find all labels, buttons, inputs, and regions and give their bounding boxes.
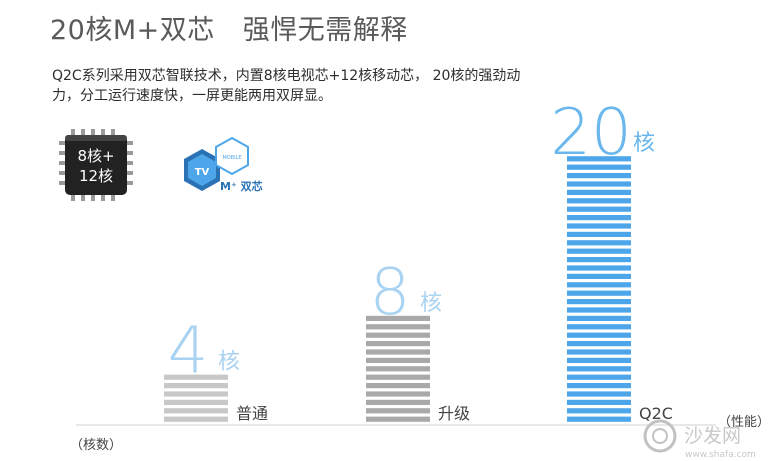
bar-stripe — [567, 383, 631, 389]
watermark-url: www.shafa.com — [685, 450, 756, 460]
bar-stripe — [366, 366, 430, 372]
m-plus-label: M⁺ 双芯 — [220, 180, 263, 193]
bar-stripe — [567, 324, 631, 330]
category-label: Q2C — [639, 404, 673, 423]
bar-stripe — [567, 366, 631, 372]
bar-stripe — [567, 189, 631, 195]
bar-stripe — [366, 341, 430, 347]
bar-unit-label: 核 — [420, 291, 442, 316]
bar-stripe — [567, 332, 631, 338]
bar-stripe — [567, 240, 631, 246]
bar-2 — [366, 315, 430, 422]
bar-stripe — [366, 349, 430, 355]
bar-stripe — [567, 215, 631, 221]
bar-stripe — [164, 408, 228, 414]
bar-stripe — [567, 357, 631, 363]
description-text: Q2C系列采用双芯智联技术，内置8核电视芯+12核移动芯， 20核的强劲动力，分… — [52, 68, 521, 104]
bar-stripe — [567, 408, 631, 414]
bar-unit-label: 核 — [218, 350, 240, 375]
bar-stripe — [567, 307, 631, 313]
bar-stripe — [366, 324, 430, 330]
bar-stripe — [164, 399, 228, 405]
bar-3 — [567, 156, 631, 422]
bar-stripe — [567, 248, 631, 254]
headline-subtitle: 强悍无需解释 — [242, 15, 408, 46]
bar-stripe — [366, 408, 430, 414]
bar-stripe — [366, 399, 430, 405]
bar-stripe — [567, 341, 631, 347]
bar-stripe — [567, 198, 631, 204]
bar-unit-label: 核 — [633, 131, 655, 156]
bar-stripe — [366, 315, 430, 321]
bar-stripe — [366, 391, 430, 397]
bar-stripe — [567, 290, 631, 296]
bar-stripe — [567, 399, 631, 405]
headline-title: 20核M+双芯 — [50, 15, 215, 46]
watermark-text: 沙发网 — [684, 425, 741, 447]
m-plus-tv-text: TV — [195, 167, 210, 178]
watermark: 沙发网 www.shafa.com — [643, 419, 756, 460]
bar-stripe — [567, 282, 631, 288]
bar-stripe — [567, 315, 631, 321]
bar-stripe — [567, 181, 631, 187]
bar-stripe — [366, 357, 430, 363]
bar-1 — [164, 374, 228, 422]
bar-stripe — [567, 265, 631, 271]
watermark-logo-icon — [643, 419, 677, 453]
bar-stripe — [567, 273, 631, 279]
x-axis-label: （性能） — [718, 415, 771, 430]
chip-icon: 8核+ 12核 — [59, 129, 133, 201]
m-plus-mobile-text: MOBILE — [222, 155, 241, 161]
bar-stripe — [567, 299, 631, 305]
bar-stripe — [567, 206, 631, 212]
bar-stripe — [567, 349, 631, 355]
bar-stripe — [567, 231, 631, 237]
bar-stripe — [164, 416, 228, 422]
bar-value-label: 20 — [550, 96, 631, 170]
chip-label-line2: 12核 — [79, 167, 113, 185]
bar-stripe — [164, 374, 228, 380]
bar-stripe — [567, 374, 631, 380]
bar-stripe — [567, 173, 631, 179]
bar-stripe — [567, 164, 631, 170]
bar-stripe — [164, 391, 228, 397]
bar-stripe — [164, 383, 228, 389]
bar-stripe — [366, 332, 430, 338]
bar-stripe — [366, 383, 430, 389]
y-axis-label: （核数） — [70, 438, 123, 453]
bar-value-label: 8 — [370, 256, 411, 330]
bar-stripe — [567, 416, 631, 422]
bar-value-label: 4 — [168, 315, 209, 389]
bar-stripe — [567, 257, 631, 263]
chip-label-line1: 8核+ — [77, 147, 114, 165]
bar-stripe — [567, 391, 631, 397]
category-label: 普通 — [236, 404, 268, 423]
headline: 20核M+双芯 强悍无需解释 — [50, 8, 408, 47]
bar-stripe — [567, 223, 631, 229]
bar-stripe — [366, 374, 430, 380]
category-label: 升级 — [438, 404, 470, 423]
bar-stripe — [366, 416, 430, 422]
m-plus-logo-icon: TV MOBILE — [184, 136, 249, 191]
bar-stripe — [567, 156, 631, 162]
